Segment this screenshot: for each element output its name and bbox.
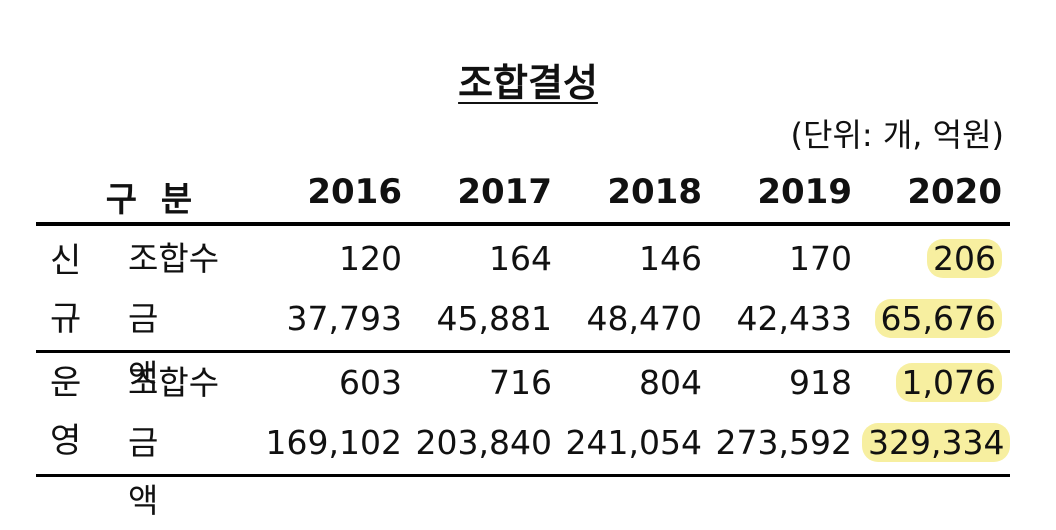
group-label-bottom: 규	[50, 299, 82, 339]
group-rule	[36, 350, 1010, 353]
header-year-2020: 2020	[907, 172, 1002, 212]
bottom-rule	[36, 474, 1010, 477]
cell-value: 241,054	[565, 423, 702, 462]
group-label-top: 운	[50, 363, 82, 403]
header-year-2017: 2017	[457, 172, 552, 212]
cell-value-highlighted: 329,334	[862, 414, 1011, 472]
unit-note: (단위: 개, 억원)	[790, 116, 1004, 154]
cell-value: 804	[639, 363, 702, 402]
header-category: 구 분	[105, 180, 199, 220]
cell-value-highlighted: 206	[862, 230, 1002, 288]
cell-value: 170	[789, 239, 852, 278]
table-row: 금 액 37,793 45,881 48,470 42,433 65,676	[0, 290, 1056, 396]
cell-value: 273,592	[715, 423, 852, 462]
row-label: 금 액	[128, 299, 177, 396]
header-year-2016: 2016	[307, 172, 402, 212]
cell-value: 120	[339, 239, 402, 278]
cell-value-highlighted: 1,076	[862, 354, 1002, 412]
highlight: 329,334	[862, 423, 1011, 462]
highlight: 65,676	[874, 299, 1002, 338]
highlight: 206	[927, 239, 1002, 278]
page-title: 조합결성	[0, 52, 1056, 107]
group-label-top: 신	[50, 241, 82, 281]
cell-value: 45,881	[436, 299, 552, 338]
cell-value: 169,102	[265, 423, 402, 462]
table-row: 금 액 169,102 203,840 241,054 273,592 329,…	[0, 414, 1056, 520]
header-year-2019: 2019	[757, 172, 852, 212]
row-label: 금 액	[128, 423, 177, 520]
cell-value: 42,433	[736, 299, 852, 338]
cell-value: 146	[639, 239, 702, 278]
header-year-2018: 2018	[607, 172, 702, 212]
cell-value: 603	[339, 363, 402, 402]
title-text: 조합결성	[458, 61, 598, 105]
highlight: 1,076	[895, 363, 1002, 402]
header-rule	[36, 222, 1010, 226]
cell-value: 716	[489, 363, 552, 402]
table-row: 조합수 120 164 146 170 206	[0, 230, 1056, 288]
cell-value: 203,840	[415, 423, 552, 462]
group-label-bottom: 영	[50, 421, 82, 461]
cell-value: 918	[789, 363, 852, 402]
cell-value: 48,470	[586, 299, 702, 338]
table-header: 구 분 2016 2017 2018 2019 2020	[0, 172, 1056, 222]
cell-value: 37,793	[286, 299, 402, 338]
table-row: 조합수 603 716 804 918 1,076	[0, 354, 1056, 412]
cell-value-highlighted: 65,676	[862, 290, 1002, 348]
row-label: 조합수	[128, 363, 220, 402]
row-label: 조합수	[128, 239, 220, 278]
cell-value: 164	[489, 239, 552, 278]
